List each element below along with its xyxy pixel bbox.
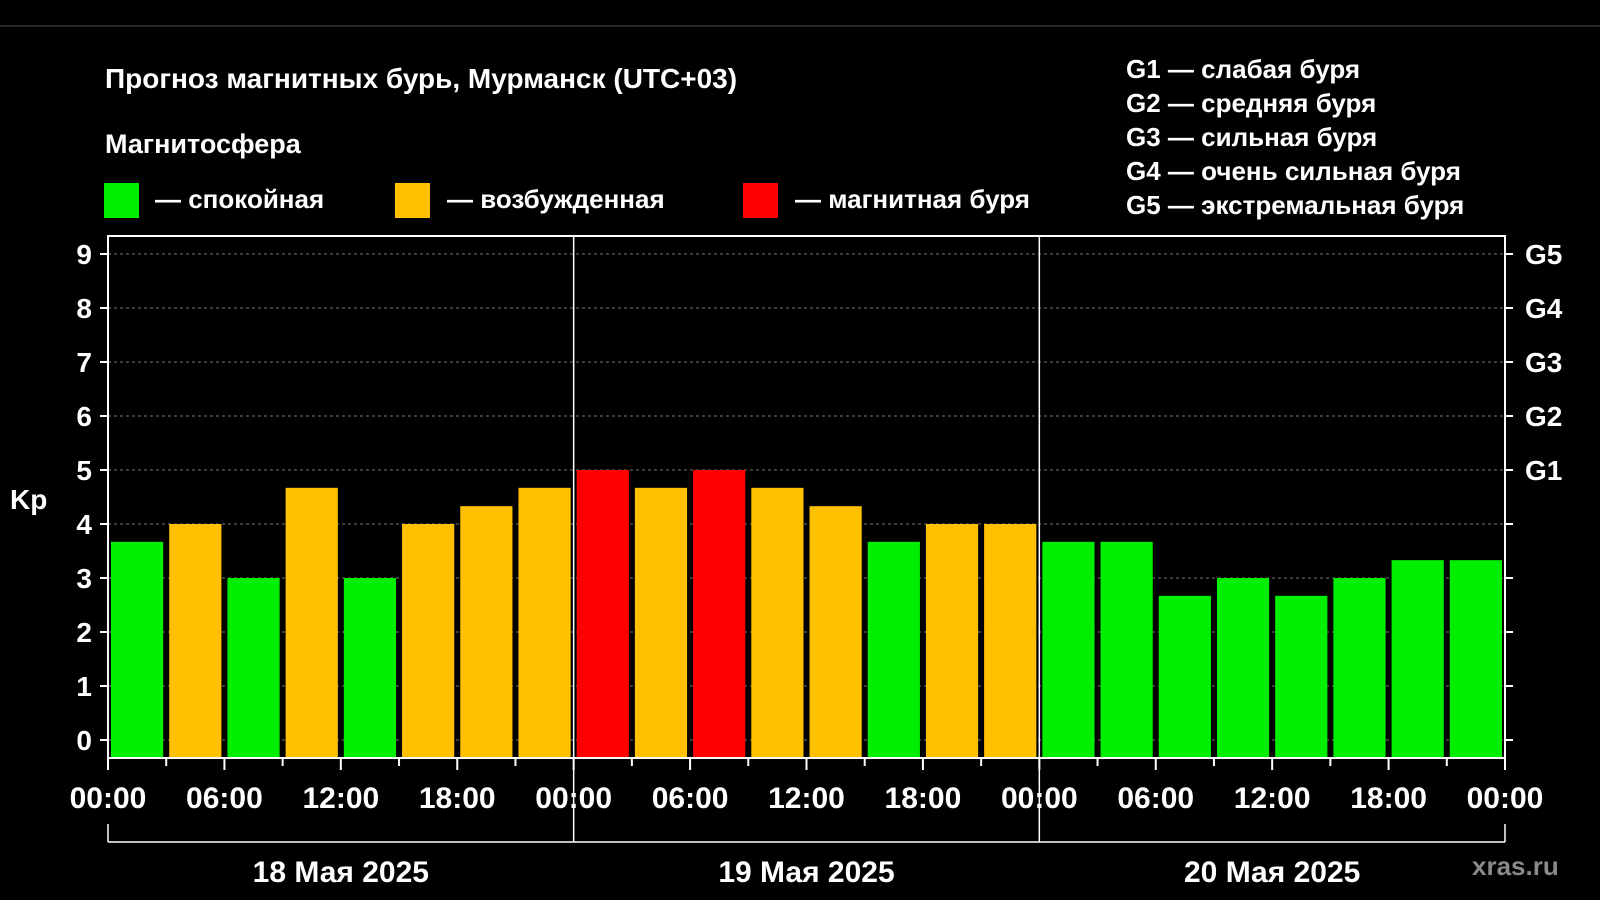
g-axis-label: G2: [1525, 401, 1562, 432]
y-tick-label: 9: [76, 239, 92, 270]
kp-bar: [1275, 595, 1328, 758]
legend-label-active: — возбужденная: [447, 184, 665, 214]
legend-swatch-active: [395, 183, 430, 218]
g-axis-label: G5: [1525, 239, 1562, 270]
y-tick-label: 6: [76, 401, 92, 432]
chart-title: Прогноз магнитных бурь, Мурманск (UTC+03…: [105, 63, 737, 94]
g-scale-legend: G1 — слабая буря G2 — средняя буря G3 — …: [1126, 54, 1464, 220]
kp-bar: [1158, 595, 1211, 758]
x-tick-label: 18:00: [885, 782, 962, 815]
kp-bar: [1449, 560, 1502, 758]
kp-bar: [1100, 541, 1153, 758]
x-tick-label: 18:00: [419, 782, 496, 815]
x-tick-label: 12:00: [1234, 782, 1311, 815]
kp-bar: [402, 524, 455, 758]
kp-bar: [460, 506, 513, 758]
legend-swatch-storm: [743, 183, 778, 218]
y-tick-label: 8: [76, 293, 92, 324]
kp-bar: [518, 487, 571, 758]
g-scale-item-g2: G2 — средняя буря: [1126, 88, 1376, 118]
y-tick-label: 5: [76, 455, 92, 486]
kp-bar: [1216, 578, 1270, 758]
y-tick-label: 7: [76, 347, 92, 378]
x-tick-label: 18:00: [1350, 782, 1427, 815]
kp-bar: [809, 506, 862, 758]
legend-label-quiet: — спокойная: [155, 184, 324, 214]
x-tick-label: 00:00: [70, 782, 147, 815]
chart-subtitle: Магнитосфера: [105, 129, 302, 159]
kp-bar: [343, 578, 397, 758]
day-label: 20 Мая 2025: [1184, 856, 1360, 889]
x-tick-label: 12:00: [768, 782, 845, 815]
day-label: 18 Мая 2025: [253, 856, 429, 889]
x-tick-label: 12:00: [302, 782, 379, 815]
kp-bar: [1391, 560, 1444, 758]
x-tick-label: 00:00: [535, 782, 612, 815]
y-tick-label: 0: [76, 725, 92, 756]
kp-bar: [693, 470, 746, 758]
kp-bar: [984, 524, 1037, 758]
kp-bar: [285, 487, 338, 758]
g-axis-label: G1: [1525, 455, 1562, 486]
kp-bar: [634, 487, 688, 758]
watermark: xras.ru: [1472, 851, 1559, 881]
plot-area: 0 1 2 3 4 5 6 7 8 9 G1 G2 G3 G4 G5 00:00 06:00 12:00 18:00…: [70, 235, 1563, 889]
legend-label-storm: — магнитная буря: [795, 184, 1030, 214]
day-label: 19 Мая 2025: [718, 856, 894, 889]
y-axis-label: Kp: [10, 484, 47, 515]
y-tick-label: 1: [76, 671, 92, 702]
kp-bar: [1042, 541, 1095, 758]
kp-bar: [1333, 578, 1386, 758]
x-tick-label: 00:00: [1467, 782, 1544, 815]
x-tick-label: 06:00: [1117, 782, 1194, 815]
x-tick-label: 00:00: [1001, 782, 1078, 815]
kp-bar: [867, 541, 920, 758]
y-tick-label: 4: [76, 509, 92, 540]
kp-bar: [576, 470, 629, 758]
y-tick-label: 2: [76, 617, 92, 648]
g-scale-item-g3: G3 — сильная буря: [1126, 122, 1377, 152]
g-scale-item-g4: G4 — очень сильная буря: [1126, 156, 1461, 186]
kp-bar: [227, 578, 280, 758]
kp-bar: [169, 524, 222, 758]
g-scale-item-g1: G1 — слабая буря: [1126, 54, 1360, 84]
kp-bar: [751, 487, 804, 758]
x-tick-label: 06:00: [652, 782, 729, 815]
y-tick-label: 3: [76, 563, 92, 594]
kp-bar: [111, 541, 164, 758]
legend: — спокойная — возбужденная — магнитная б…: [104, 183, 1030, 218]
g-axis-label: G4: [1525, 293, 1563, 324]
x-tick-label: 06:00: [186, 782, 263, 815]
legend-swatch-quiet: [104, 183, 139, 218]
g-scale-item-g5: G5 — экстремальная буря: [1126, 190, 1464, 220]
g-axis-label: G3: [1525, 347, 1562, 378]
kp-bar: [925, 524, 979, 758]
